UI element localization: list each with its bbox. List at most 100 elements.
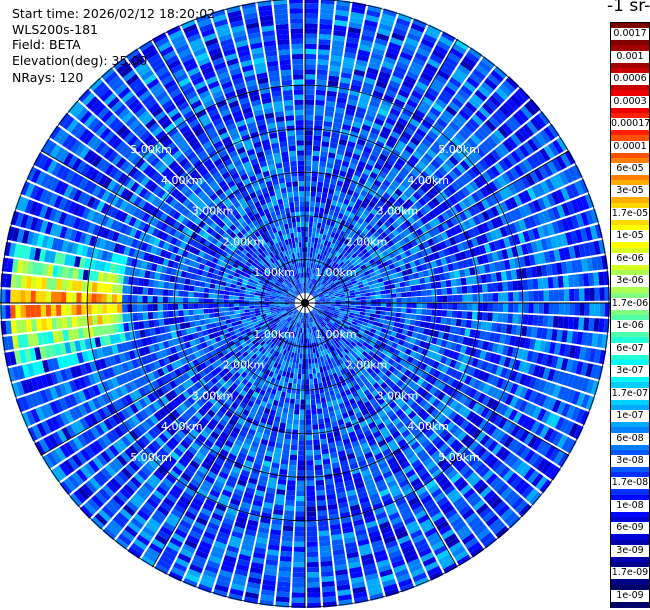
data-cell: [412, 150, 423, 160]
data-cell: [151, 440, 162, 451]
data-cell: [452, 117, 464, 129]
data-cell: [244, 367, 251, 375]
data-cell: [94, 359, 102, 371]
data-cell: [313, 294, 318, 298]
data-cell: [315, 469, 324, 476]
data-cell: [255, 312, 261, 317]
data-cell: [282, 320, 287, 325]
data-cell: [63, 442, 75, 456]
data-cell: [97, 408, 107, 420]
data-cell: [324, 319, 329, 324]
data-cell: [362, 241, 369, 249]
data-cell: [394, 144, 404, 154]
data-cell: [273, 504, 284, 511]
data-cell: [345, 172, 354, 180]
data-cell: [35, 407, 45, 421]
data-cell: [359, 290, 366, 294]
data-cell: [317, 64, 329, 71]
data-cell: [335, 348, 341, 354]
data-cell: [285, 361, 290, 367]
data-cell: [376, 386, 384, 394]
data-cell: [570, 406, 581, 421]
data-cell: [120, 451, 132, 463]
data-cell: [388, 196, 397, 205]
data-cell: [288, 335, 293, 341]
data-cell: [330, 351, 336, 358]
data-cell: [342, 384, 349, 391]
data-cell: [477, 126, 489, 139]
data-cell: [316, 289, 321, 294]
data-cell: [395, 266, 402, 273]
data-cell: [318, 34, 332, 40]
data-cell: [315, 304, 321, 307]
data-cell: [151, 390, 160, 400]
data-cell: [399, 214, 408, 223]
data-cell: [306, 318, 309, 324]
data-cell: [464, 328, 471, 337]
data-cell: [392, 405, 401, 413]
data-cell: [386, 457, 397, 466]
data-cell: [216, 422, 225, 431]
data-cell: [177, 476, 189, 487]
data-cell: [341, 187, 348, 194]
data-cell: [335, 4, 350, 12]
data-cell: [332, 256, 338, 262]
data-cell: [346, 282, 353, 287]
data-cell: [548, 466, 561, 481]
data-cell: [278, 315, 284, 320]
data-cell: [147, 443, 158, 454]
data-cell: [305, 160, 312, 166]
data-cell: [535, 150, 547, 164]
data-cell: [280, 364, 285, 371]
data-cell: [324, 478, 334, 485]
data-cell: [528, 390, 538, 403]
data-cell: [116, 512, 130, 525]
data-cell: [378, 461, 389, 470]
data-cell: [479, 486, 492, 499]
data-cell: [286, 485, 296, 491]
data-cell: [395, 121, 406, 131]
data-cell: [309, 317, 312, 323]
data-cell: [441, 211, 450, 221]
data-cell: [590, 380, 600, 396]
data-cell: [333, 30, 346, 37]
data-cell: [385, 139, 396, 149]
data-cell: [548, 250, 556, 263]
data-cell: [275, 390, 282, 397]
data-cell: [202, 375, 211, 383]
data-cell: [500, 391, 510, 404]
data-cell: [350, 576, 365, 584]
data-cell: [324, 275, 329, 281]
data-cell: [279, 330, 285, 336]
data-cell: [490, 218, 499, 229]
data-cell: [100, 450, 112, 463]
data-cell: [306, 323, 308, 329]
data-cell: [281, 412, 288, 419]
data-cell: [422, 475, 434, 486]
data-cell: [476, 404, 486, 416]
data-cell: [312, 268, 316, 274]
data-cell: [585, 395, 596, 411]
data-cell: [488, 241, 497, 252]
data-cell: [387, 240, 395, 247]
data-cell: [523, 217, 532, 230]
data-cell: [368, 421, 377, 430]
data-cell: [320, 239, 325, 245]
data-cell: [323, 229, 328, 236]
data-cell: [316, 79, 327, 86]
data-cell: [328, 70, 340, 77]
data-cell: [319, 433, 327, 440]
data-cell: [237, 335, 244, 342]
data-cell: [30, 408, 41, 423]
data-cell: [335, 306, 341, 309]
data-cell: [36, 422, 47, 437]
data-cell: [109, 519, 123, 533]
data-cell: [361, 425, 370, 433]
data-cell: [149, 414, 159, 425]
data-cell: [315, 341, 320, 348]
data-cell: [390, 516, 403, 526]
data-cell: [433, 545, 448, 556]
data-cell: [420, 225, 428, 234]
data-cell: [323, 256, 328, 263]
data-cell: [552, 370, 561, 383]
